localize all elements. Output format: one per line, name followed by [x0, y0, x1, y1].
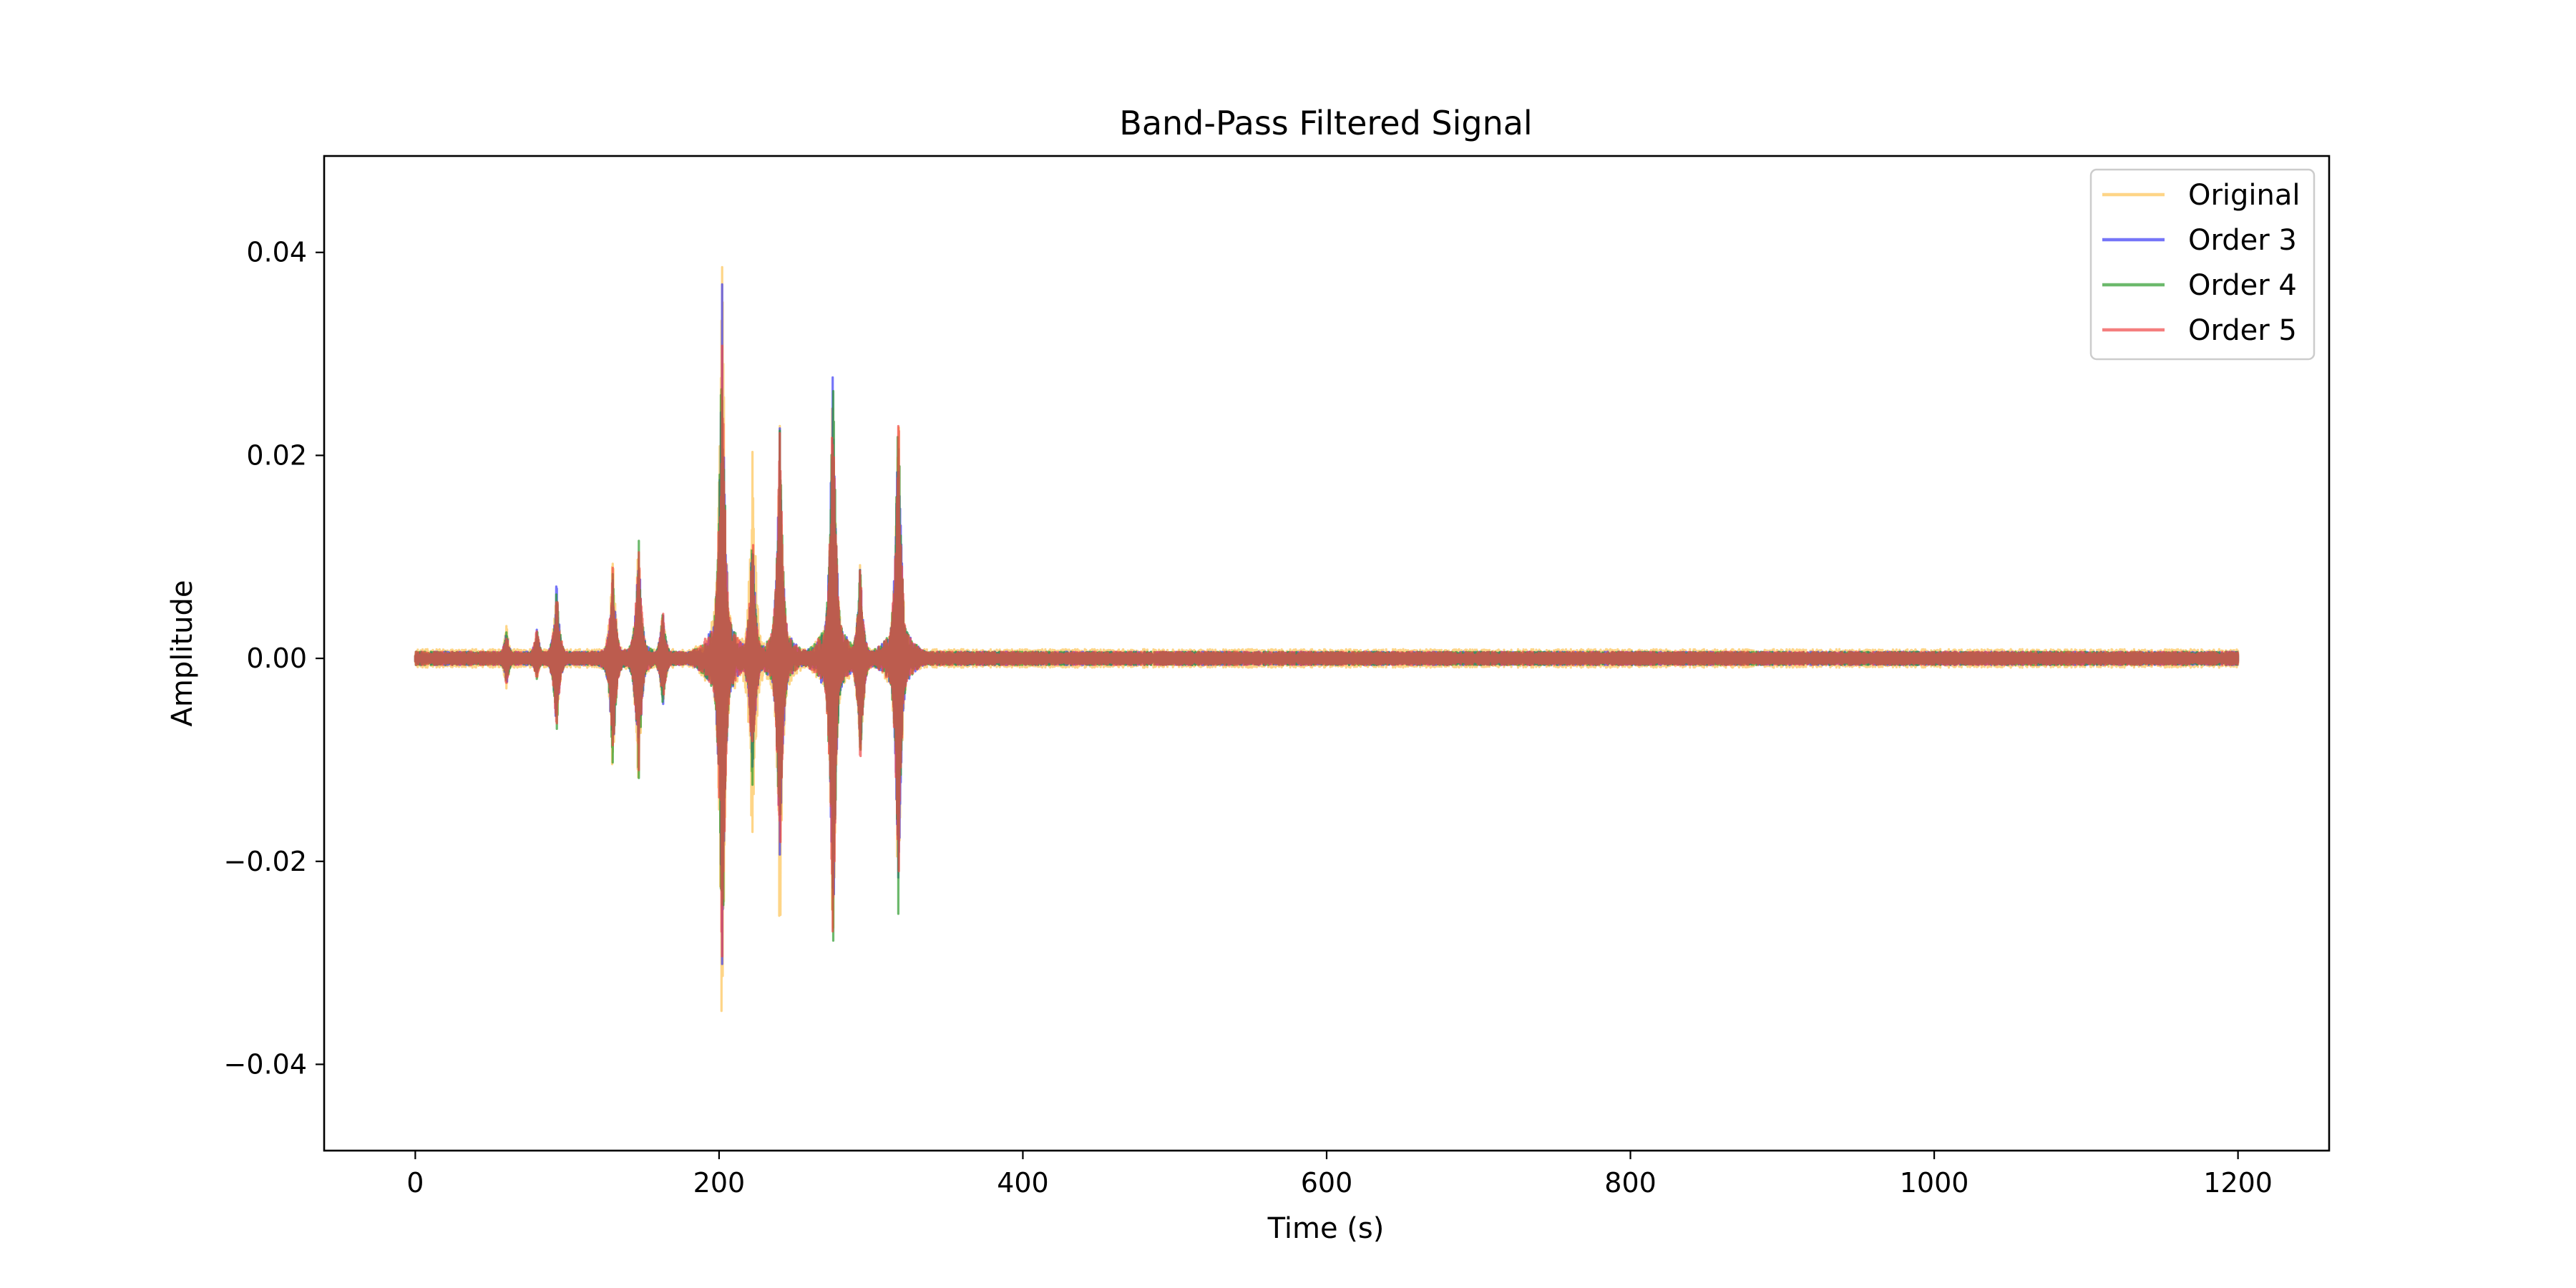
- x-tick-label: 1000: [1900, 1167, 1969, 1199]
- x-tick-label: 200: [693, 1167, 746, 1199]
- x-tick-label: 800: [1604, 1167, 1657, 1199]
- x-tick-label: 1200: [2203, 1167, 2273, 1199]
- y-tick-label: 0.04: [246, 237, 307, 268]
- x-tick-label: 0: [406, 1167, 424, 1199]
- y-tick-label: −0.02: [224, 846, 307, 877]
- legend-box: [2089, 168, 2316, 361]
- y-axis-ticks: −0.04 −0.02 0.00 0.02 0.04: [224, 237, 324, 1080]
- legend-label: Order 4: [2188, 269, 2297, 302]
- series-layer: [414, 265, 2240, 1013]
- legend-label: Order 3: [2188, 224, 2297, 257]
- x-tick-label: 400: [997, 1167, 1049, 1199]
- legend: Original Order 3 Order 4 Order 5: [2089, 168, 2316, 361]
- chart-title: Band-Pass Filtered Signal: [1119, 104, 1532, 142]
- series-line-order-5: [414, 344, 2240, 957]
- series-line-original: [414, 265, 2240, 1013]
- plot-area: [323, 155, 2331, 1152]
- y-axis-label: Amplitude: [166, 580, 199, 727]
- y-tick-label: −0.04: [224, 1048, 307, 1080]
- legend-label: Original: [2188, 179, 2301, 212]
- x-axis-label: Time (s): [1267, 1212, 1385, 1245]
- y-tick-label: 0.00: [246, 643, 307, 674]
- x-tick-label: 600: [1301, 1167, 1353, 1199]
- y-tick-label: 0.02: [246, 439, 307, 471]
- x-axis-ticks: 0 200 400 600 800 1000 1200: [406, 1151, 2273, 1199]
- legend-label: Order 5: [2188, 314, 2297, 347]
- series-line-order-3: [414, 283, 2240, 965]
